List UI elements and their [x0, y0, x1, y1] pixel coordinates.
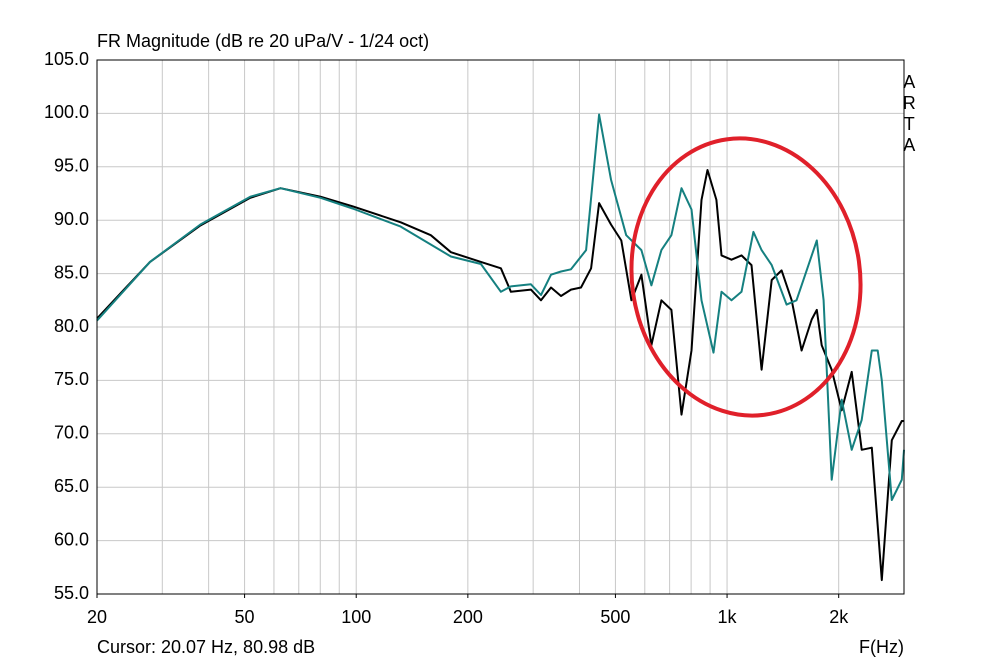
y-tick-label: 55.0 — [54, 583, 89, 603]
y-tick-label: 95.0 — [54, 156, 89, 176]
side-label: ARTA — [899, 72, 919, 156]
x-tick-label: 500 — [600, 607, 630, 627]
plot-frame — [96, 59, 905, 595]
grid — [97, 59, 904, 595]
cursor-readout: Cursor: 20.07 Hz, 80.98 dB — [97, 637, 315, 657]
x-tick-label: 100 — [341, 607, 371, 627]
y-tick-label: 85.0 — [54, 262, 89, 282]
y-tick-label: 100.0 — [44, 102, 89, 122]
y-tick-label: 80.0 — [54, 316, 89, 336]
x-tick-label: 50 — [235, 607, 255, 627]
x-tick-label: 2k — [829, 607, 849, 627]
x-tick-label: 1k — [718, 607, 738, 627]
series-line — [96, 113, 905, 501]
x-axis-label: F(Hz) — [859, 637, 904, 657]
series-line — [96, 169, 904, 582]
y-tick-label: 70.0 — [54, 423, 89, 443]
plot — [96, 113, 905, 582]
x-tick-label: 200 — [453, 607, 483, 627]
y-tick-label: 65.0 — [54, 476, 89, 496]
highlight-ellipse — [629, 136, 863, 418]
y-tick-label: 75.0 — [54, 369, 89, 389]
x-tick-label: 20 — [87, 607, 107, 627]
chart-title: FR Magnitude (dB re 20 uPa/V - 1/24 oct) — [97, 31, 429, 51]
y-tick-label: 90.0 — [54, 209, 89, 229]
y-tick-label: 105.0 — [44, 49, 89, 69]
y-tick-label: 60.0 — [54, 529, 89, 549]
